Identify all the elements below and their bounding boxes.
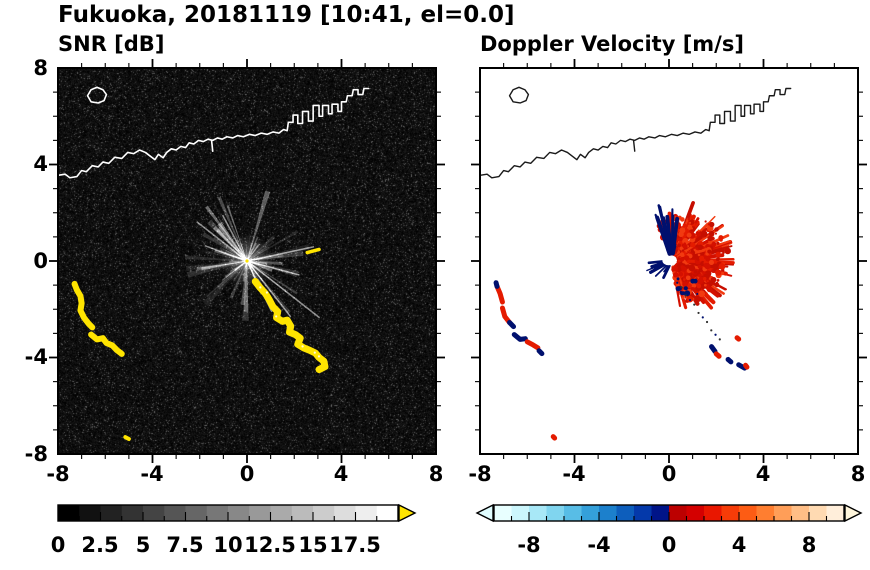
snr-x-tick-label: 8 [428,462,444,486]
doppler-colorbar-tick-label: 8 [801,533,817,557]
snr-y-tick-label: -8 [24,442,48,466]
snr-y-tick-label: 0 [33,249,48,273]
snr-x-tick-label: 4 [333,462,349,486]
snr-colorbar-tick-label: 2.5 [81,533,119,557]
snr-y-tick-label: -4 [24,345,48,369]
snr-x-tick-label: -8 [46,462,70,486]
doppler-x-tick-label: 8 [850,462,866,486]
doppler-colorbar-tick-label: -4 [587,533,611,557]
snr-y-tick-label: 8 [33,56,48,80]
snr-colorbar-tick-label: 12.5 [244,533,296,557]
doppler-colorbar-tick-label: 4 [731,533,747,557]
snr-x-tick-label: -4 [140,462,164,486]
doppler-colorbar-tick-label: -8 [517,533,541,557]
snr-colorbar-tick-label: 17.5 [329,533,381,557]
doppler-x-tick-label: 4 [755,462,771,486]
snr-panel-title: SNR [dB] [58,32,165,56]
snr-colorbar-tick-label: 5 [135,533,151,557]
doppler-panel-title: Doppler Velocity [m/s] [480,32,744,56]
figure-title: Fukuoka, 20181119 [10:41, el=0.0] [58,2,515,28]
doppler-x-tick-label: 0 [661,462,677,486]
snr-colorbar-tick-label: 7.5 [166,533,204,557]
doppler-x-tick-label: -8 [468,462,492,486]
snr-colorbar-tick-label: 0 [50,533,66,557]
snr-x-tick-label: 0 [239,462,255,486]
snr-colorbar-tick-label: 10 [213,533,243,557]
snr-y-tick-label: 4 [33,152,48,176]
doppler-colorbar-tick-label: 0 [661,533,677,557]
doppler-x-tick-label: -4 [562,462,586,486]
snr-colorbar-tick-label: 15 [298,533,328,557]
